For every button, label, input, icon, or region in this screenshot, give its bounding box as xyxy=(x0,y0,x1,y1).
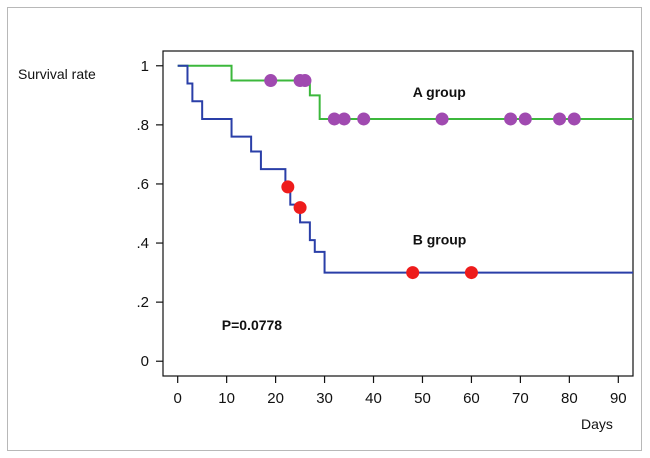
y-tick-label: .8 xyxy=(136,117,149,134)
a-group-survival-line xyxy=(177,64,633,120)
a-group-censored-marker xyxy=(298,74,312,88)
a-group-censored-marker xyxy=(553,112,567,126)
annotation-label: B group xyxy=(413,232,467,248)
b-group-censored-marker xyxy=(464,266,478,280)
x-tick-label: 30 xyxy=(316,390,333,407)
x-tick-label: 90 xyxy=(610,390,627,407)
a-group-censored-marker xyxy=(518,112,532,126)
b-group-censored-marker xyxy=(406,266,420,280)
b-group-censored-marker xyxy=(281,180,295,194)
y-tick-label: .4 xyxy=(136,235,149,252)
x-tick-label: 40 xyxy=(365,390,382,407)
y-axis-label: Survival rate xyxy=(18,66,96,82)
y-tick-label: .6 xyxy=(136,176,149,193)
x-tick-label: 0 xyxy=(174,390,182,407)
x-tick-label: 60 xyxy=(463,390,480,407)
annotation-label: P=0.0778 xyxy=(222,317,283,333)
x-tick-label: 80 xyxy=(561,390,578,407)
a-group-censored-marker xyxy=(327,112,341,126)
x-axis-label: Days xyxy=(581,416,613,432)
x-axis-ticks: 0 10 20 30 40 50 60 70 80 90 xyxy=(174,376,627,407)
series-layer xyxy=(177,64,633,280)
b-group-survival-line xyxy=(177,64,633,274)
x-tick-label: 10 xyxy=(218,390,235,407)
y-tick-label: .2 xyxy=(136,294,149,311)
a-group-censored-marker xyxy=(264,74,278,88)
a-group-censored-marker xyxy=(504,112,518,126)
a-group-censored-marker xyxy=(337,112,351,126)
b-group-censored-marker xyxy=(293,201,307,215)
figure-frame: Survival rate Days 0 .2 .4 .6 .8 1 0 10 20 30 40 5… xyxy=(7,7,642,451)
x-tick-label: 70 xyxy=(512,390,529,407)
plot-area xyxy=(162,50,634,377)
a-group-censored-marker xyxy=(435,112,449,126)
a-group-censored-marker xyxy=(567,112,581,126)
a-group-censored-marker xyxy=(357,112,371,126)
y-axis-ticks: 0 .2 .4 .6 .8 1 xyxy=(136,58,163,370)
y-tick-label: 0 xyxy=(141,353,149,370)
annotation-label: A group xyxy=(413,84,466,100)
x-tick-label: 50 xyxy=(414,390,431,407)
survival-chart: Survival rate Days 0 .2 .4 .6 .8 1 0 10 20 30 40 5… xyxy=(18,50,634,432)
x-tick-label: 20 xyxy=(267,390,284,407)
y-tick-label: 1 xyxy=(141,58,149,75)
annotation-layer: A group B group P=0.0778 xyxy=(222,84,467,333)
